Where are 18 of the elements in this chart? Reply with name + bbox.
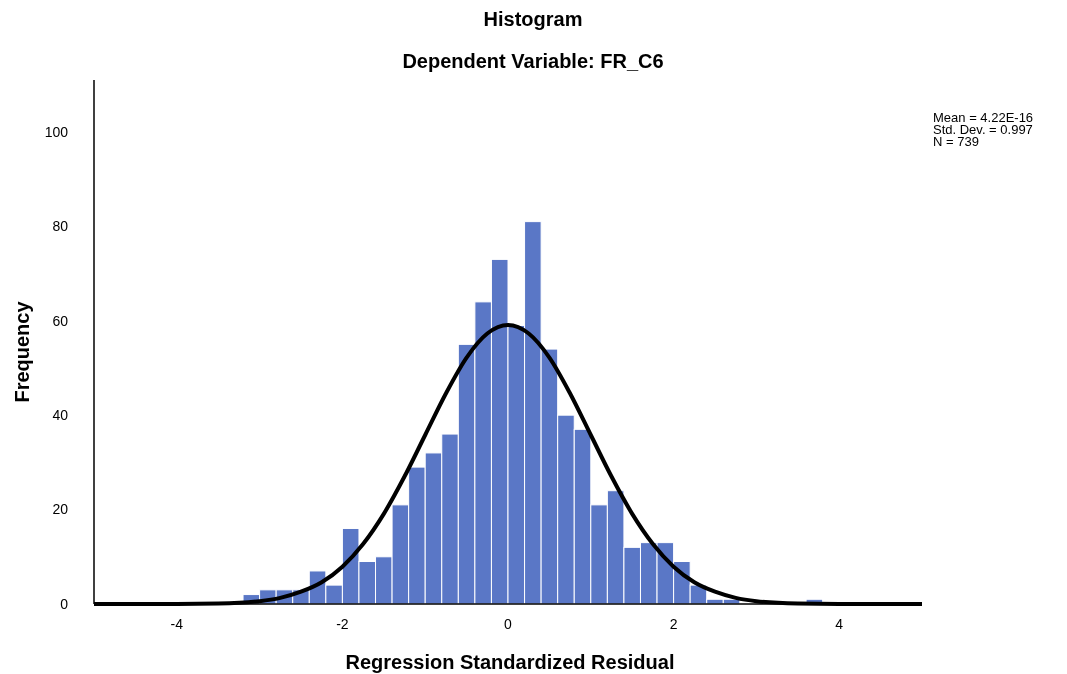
chart-subtitle: Dependent Variable: FR_C6 bbox=[402, 50, 664, 72]
text: N = 739 bbox=[933, 134, 979, 149]
y-tick-label: 80 bbox=[52, 218, 69, 235]
x-tick-label: 2 bbox=[669, 615, 678, 632]
x-axis-title: Regression Standardized Residual bbox=[345, 651, 675, 673]
y-tick-label: 60 bbox=[52, 312, 69, 329]
x-tick-label: 4 bbox=[835, 615, 844, 632]
chart-title: Histogram bbox=[483, 8, 583, 30]
y-tick-label: 40 bbox=[52, 407, 69, 424]
text: Mean = 4.22E-16 bbox=[933, 110, 1034, 125]
x-tick-label: -4 bbox=[170, 615, 184, 632]
y-tick-label: 100 bbox=[44, 123, 69, 140]
text: Std. Dev. = 0.997 bbox=[933, 122, 1033, 137]
y-tick-label: 20 bbox=[52, 501, 69, 518]
x-tick-label: 0 bbox=[504, 615, 513, 632]
y-axis-title: Frequency bbox=[11, 300, 33, 403]
y-tick-label: 0 bbox=[60, 595, 69, 612]
x-tick-label: -2 bbox=[336, 615, 349, 632]
